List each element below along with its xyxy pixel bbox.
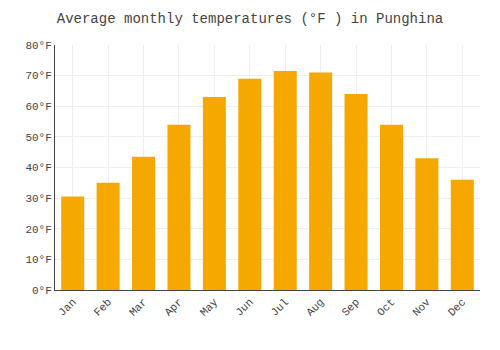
svg-text:Average monthly temperatures (: Average monthly temperatures (°F ) in Pu… [57,11,443,27]
svg-text:70°F: 70°F [25,70,51,82]
svg-text:0°F: 0°F [32,285,52,297]
svg-text:40°F: 40°F [25,162,51,174]
svg-text:50°F: 50°F [25,132,51,144]
svg-text:Dec: Dec [446,296,468,318]
svg-text:10°F: 10°F [25,254,51,266]
svg-text:30°F: 30°F [25,193,51,205]
svg-text:Nov: Nov [410,296,433,319]
svg-text:Jun: Jun [233,296,255,318]
svg-text:May: May [198,296,221,319]
svg-text:Feb: Feb [92,296,114,318]
svg-text:20°F: 20°F [25,224,51,236]
svg-text:60°F: 60°F [25,101,51,113]
svg-text:80°F: 80°F [25,40,51,52]
svg-text:Jul: Jul [269,296,291,318]
svg-text:Jan: Jan [56,296,78,318]
svg-text:Mar: Mar [127,296,149,318]
svg-text:Oct: Oct [375,296,397,318]
svg-text:Sep: Sep [340,296,362,318]
svg-text:Aug: Aug [304,296,326,318]
svg-text:Apr: Apr [162,296,184,318]
